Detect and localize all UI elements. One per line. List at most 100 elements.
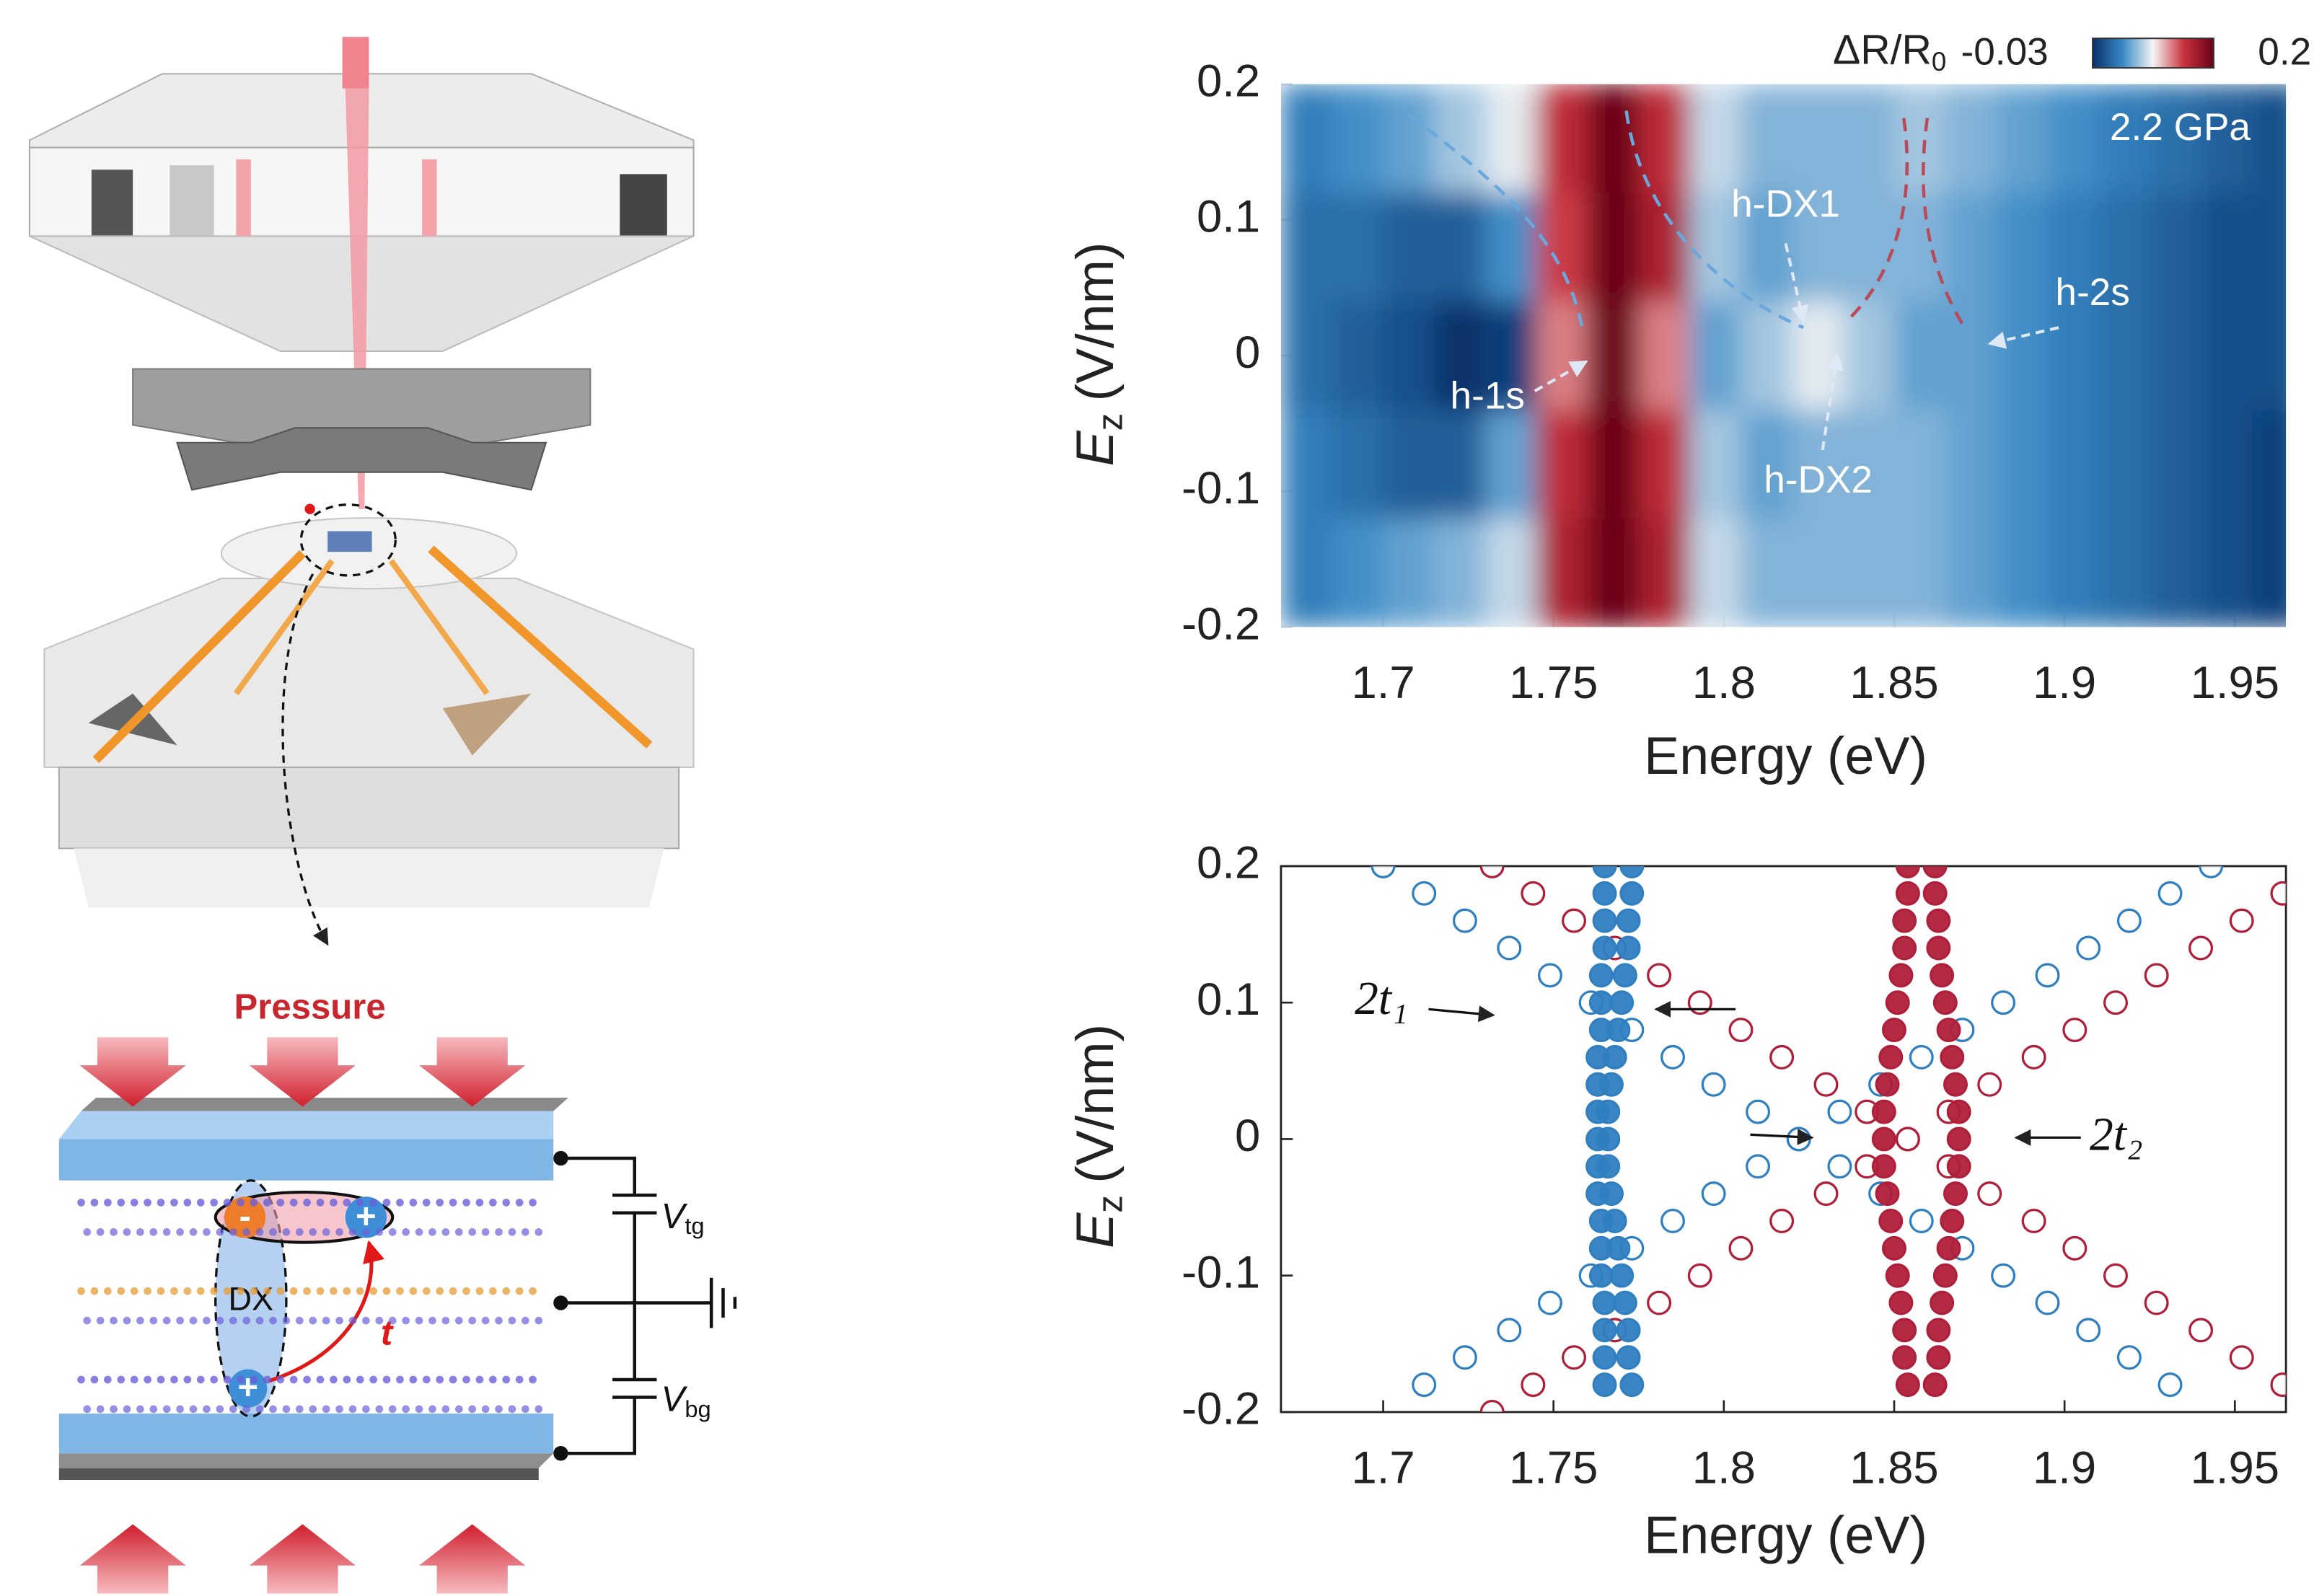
atom: [388, 1405, 397, 1414]
terminal: [553, 1295, 568, 1310]
atom: [296, 1316, 304, 1325]
atom: [276, 1375, 285, 1384]
atom: [422, 1199, 431, 1207]
scatter-point: [1926, 935, 1951, 961]
scatter-point: [1452, 908, 1477, 933]
atom: [529, 1287, 537, 1295]
atom: [489, 1287, 497, 1295]
atom: [475, 1199, 484, 1207]
atom: [255, 1228, 264, 1236]
atom: [468, 1228, 477, 1236]
heatmap-cell: [1434, 84, 1487, 194]
scatter-point: [1943, 1181, 1968, 1207]
atom: [255, 1316, 264, 1325]
atom: [481, 1405, 490, 1414]
atom: [162, 1316, 171, 1325]
scatter-point: [1940, 1209, 1965, 1233]
scatter-point: [1412, 881, 1437, 906]
heatmap-cell: [2047, 84, 2100, 194]
scatter-point: [1926, 1345, 1951, 1370]
heatmap-cell: [1893, 410, 1947, 520]
atom: [296, 1405, 304, 1414]
heatmap-cell: [2150, 193, 2202, 303]
heatmap-cell: [1383, 518, 1435, 627]
heatmap-cell: [1689, 410, 1742, 520]
scatter-point: [1596, 1154, 1621, 1179]
heatmap-cell: [2098, 193, 2151, 303]
atom: [183, 1375, 192, 1384]
atom: [303, 1199, 311, 1207]
atom: [250, 1199, 258, 1207]
atom: [282, 1228, 291, 1236]
heatmap-cell: [2201, 301, 2253, 411]
atom: [343, 1375, 351, 1384]
atom: [269, 1316, 277, 1325]
scatter-point: [1932, 990, 1958, 1015]
y-label-sub: z: [1091, 413, 1130, 431]
colorbar-tick-label: 0.2: [2258, 31, 2311, 74]
scatter-point: [2103, 1263, 2128, 1288]
atom: [454, 1316, 463, 1325]
scatter-point: [1977, 1072, 2002, 1097]
heatmap-cell: [2098, 301, 2151, 411]
scatter-point: [1588, 963, 1614, 988]
y-label-symbol: E: [1065, 431, 1125, 467]
scatter-point: [2021, 1209, 2046, 1233]
charge-label: -: [239, 1197, 250, 1236]
atom: [176, 1228, 184, 1236]
scatter-point: [1813, 1072, 1839, 1097]
y-tick-label: -0.2: [1182, 1384, 1260, 1434]
hbn-slab: [58, 1413, 554, 1454]
diamond-anvil-cell: Pressure: [28, 37, 695, 1026]
scatter-point: [1537, 1290, 1562, 1315]
heatmap-cell: [1280, 301, 1333, 411]
atom: [96, 1228, 105, 1236]
atom: [83, 1316, 92, 1325]
heatmap-cell: [1792, 518, 1844, 627]
atom: [83, 1405, 92, 1414]
atom: [362, 1316, 370, 1325]
atom: [223, 1199, 232, 1207]
heatmap-cell: [2150, 518, 2202, 627]
atom: [303, 1375, 311, 1384]
atom: [396, 1287, 404, 1295]
atom: [454, 1405, 463, 1414]
atom: [136, 1316, 144, 1325]
scatter-point: [1592, 935, 1617, 961]
heatmap-cell: [1893, 301, 1947, 411]
atom: [282, 1316, 291, 1325]
scatter-point: [1885, 990, 1910, 1015]
atom: [481, 1316, 490, 1325]
scatter-point: [1647, 1290, 1672, 1315]
heatmap-cell: [1843, 301, 1896, 411]
atom: [449, 1375, 457, 1384]
scatter-point: [1497, 1318, 1522, 1343]
annotation: 2.2 GPa: [2110, 106, 2251, 149]
scatter-point: [1888, 963, 1914, 988]
atom: [415, 1228, 423, 1236]
atom: [343, 1199, 351, 1207]
scatter-point: [1895, 865, 1920, 878]
gate-plate: [58, 1468, 539, 1481]
atom: [237, 1287, 245, 1295]
heatmap-cell: [1843, 84, 1896, 194]
atom: [104, 1199, 112, 1207]
heatmap-cell: [1280, 193, 1333, 303]
scatter-point: [1943, 1072, 1968, 1097]
atom: [495, 1405, 503, 1414]
atom: [468, 1316, 477, 1325]
atom: [415, 1316, 423, 1325]
x-tick-label: 1.95: [2191, 658, 2279, 708]
atom: [237, 1199, 245, 1207]
x-tick-label: 1.95: [2191, 1443, 2279, 1494]
atom: [229, 1228, 237, 1236]
scatter-point: [1946, 1154, 1971, 1179]
atom: [330, 1287, 338, 1295]
heatmap-cell: [1741, 410, 1793, 520]
scatter-point: [1940, 1044, 1965, 1070]
scatter-point: [2062, 1018, 2088, 1043]
atom: [176, 1405, 184, 1414]
annotation-arrow: [1784, 243, 1809, 324]
scatter-point: [1602, 1044, 1627, 1070]
